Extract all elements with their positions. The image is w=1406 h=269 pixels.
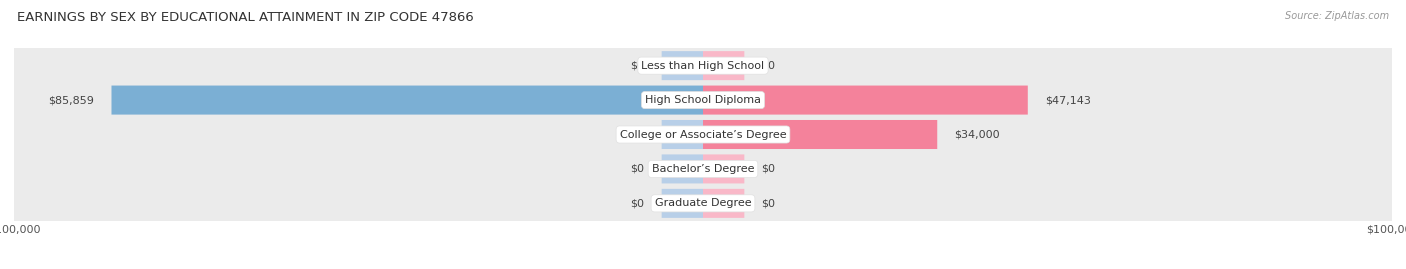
Text: $34,000: $34,000 [955,129,1000,140]
Text: Less than High School: Less than High School [641,61,765,71]
Text: $0: $0 [630,61,644,71]
FancyBboxPatch shape [13,0,1393,269]
FancyBboxPatch shape [662,120,703,149]
FancyBboxPatch shape [662,189,703,218]
FancyBboxPatch shape [703,86,1028,115]
Text: Source: ZipAtlas.com: Source: ZipAtlas.com [1285,11,1389,21]
Text: $47,143: $47,143 [1045,95,1091,105]
FancyBboxPatch shape [662,51,703,80]
FancyBboxPatch shape [703,154,744,183]
Text: $0: $0 [630,198,644,208]
FancyBboxPatch shape [13,0,1393,269]
FancyBboxPatch shape [111,86,703,115]
FancyBboxPatch shape [13,0,1393,269]
FancyBboxPatch shape [703,120,938,149]
FancyBboxPatch shape [703,189,744,218]
Text: $85,859: $85,859 [48,95,94,105]
Text: $0: $0 [762,198,776,208]
Text: Bachelor’s Degree: Bachelor’s Degree [652,164,754,174]
Text: Graduate Degree: Graduate Degree [655,198,751,208]
Text: College or Associate’s Degree: College or Associate’s Degree [620,129,786,140]
Text: $0: $0 [630,164,644,174]
Text: $0: $0 [630,129,644,140]
Text: EARNINGS BY SEX BY EDUCATIONAL ATTAINMENT IN ZIP CODE 47866: EARNINGS BY SEX BY EDUCATIONAL ATTAINMEN… [17,11,474,24]
Text: $0: $0 [762,61,776,71]
FancyBboxPatch shape [13,0,1393,269]
FancyBboxPatch shape [13,0,1393,269]
FancyBboxPatch shape [703,51,744,80]
Text: High School Diploma: High School Diploma [645,95,761,105]
FancyBboxPatch shape [662,154,703,183]
Text: $0: $0 [762,164,776,174]
